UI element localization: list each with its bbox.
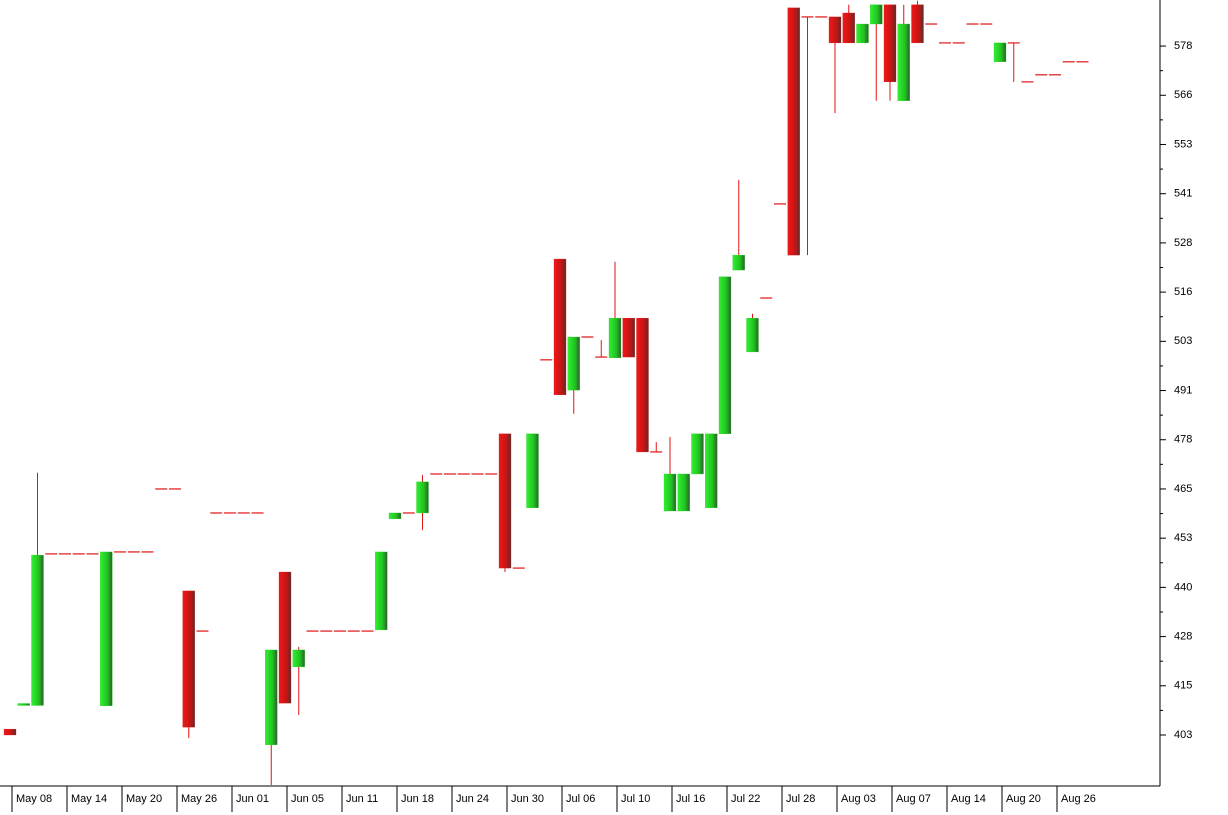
y-tick-label: 465	[1174, 483, 1192, 495]
x-tick-label: Jul 06	[566, 793, 595, 805]
y-tick-label: 403	[1174, 729, 1192, 741]
candle-body	[718, 276, 732, 434]
candle-body	[897, 23, 910, 101]
y-tick-label: 503	[1174, 335, 1192, 347]
candle-body	[787, 7, 800, 256]
x-tick-label: Jun 24	[456, 793, 489, 805]
candle-body	[278, 571, 292, 704]
x-tick-label: Aug 07	[896, 793, 931, 805]
x-tick-label: May 08	[16, 793, 52, 805]
candle-body	[553, 258, 567, 396]
candle-body	[416, 481, 429, 514]
candle-body	[526, 433, 539, 508]
candle-body	[622, 317, 635, 358]
candle-body	[636, 317, 649, 453]
candle-body	[567, 336, 580, 391]
y-tick-label: 516	[1174, 286, 1192, 298]
candle-body	[388, 512, 402, 520]
y-tick-label: 528	[1174, 237, 1192, 249]
y-tick-label: 453	[1174, 532, 1192, 544]
x-tick-label: Jun 18	[401, 793, 434, 805]
x-tick-label: May 26	[181, 793, 217, 805]
y-tick-label: 553	[1174, 138, 1192, 150]
candle-body	[746, 317, 759, 353]
candle-body	[31, 554, 44, 706]
x-tick-label: Jun 30	[511, 793, 544, 805]
x-tick-label: May 20	[126, 793, 162, 805]
candle-body	[292, 649, 305, 668]
candle-body	[993, 42, 1007, 62]
y-tick-label: 566	[1174, 89, 1192, 101]
y-tick-label: 415	[1174, 680, 1192, 692]
y-tick-label: 440	[1174, 581, 1192, 593]
x-tick-label: Aug 14	[951, 793, 986, 805]
candle-body	[265, 649, 278, 745]
candle-body	[17, 703, 30, 706]
candle-body	[828, 16, 842, 44]
candle-body	[100, 551, 113, 707]
candle-body	[182, 590, 195, 728]
x-tick-label: Jul 10	[621, 793, 650, 805]
candle-body	[842, 12, 855, 44]
y-tick-label: 478	[1174, 434, 1192, 446]
x-tick-label: Jul 16	[676, 793, 705, 805]
x-tick-label: May 14	[71, 793, 107, 805]
x-tick-label: Jul 28	[786, 793, 815, 805]
candle-body	[498, 433, 512, 569]
candle-body	[375, 551, 388, 631]
candle-body	[705, 433, 718, 508]
x-tick-label: Jul 22	[731, 793, 760, 805]
y-tick-label: 491	[1174, 384, 1192, 396]
candle-body	[856, 23, 869, 44]
x-tick-label: Jun 05	[291, 793, 324, 805]
candle-body	[870, 4, 883, 25]
x-tick-label: Jun 11	[346, 793, 378, 805]
candle-body	[3, 728, 17, 736]
candle-body	[608, 317, 622, 359]
candle-body	[677, 473, 690, 512]
x-tick-label: Aug 03	[841, 793, 876, 805]
y-tick-label: 428	[1174, 630, 1192, 642]
y-tick-label: 541	[1174, 188, 1192, 200]
y-tick-label: 578	[1174, 40, 1192, 52]
x-tick-label: Aug 20	[1006, 793, 1041, 805]
candle-body	[691, 433, 704, 475]
candle-body	[663, 473, 677, 512]
candle-body	[911, 4, 924, 44]
candle-body	[732, 254, 745, 271]
x-tick-label: Jun 01	[236, 793, 269, 805]
candle-body	[883, 4, 897, 83]
x-tick-label: Aug 26	[1061, 793, 1096, 805]
